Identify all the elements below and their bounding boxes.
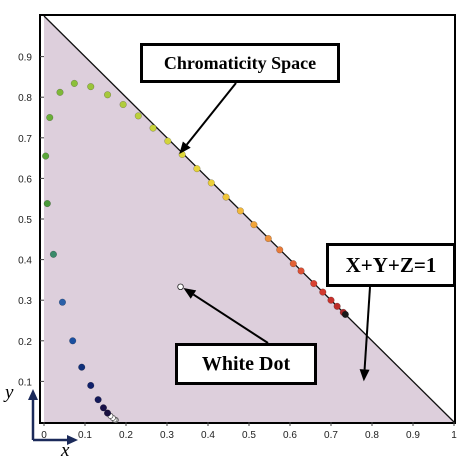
x-tick-label: 0.3 <box>160 430 174 441</box>
spectral-point <box>78 363 86 371</box>
annotation-arrows <box>179 82 371 382</box>
y-tick-label: 0.8 <box>18 93 32 104</box>
x-tick: 0.1 <box>78 422 92 441</box>
spectral-point <box>46 113 54 122</box>
x-tick-label: 0.2 <box>119 430 133 441</box>
y-tick-label: 0.2 <box>18 337 32 348</box>
x-tick: 0.8 <box>365 422 379 441</box>
axis-arrows <box>28 389 78 445</box>
spectral-point <box>70 79 78 87</box>
annotation-arrow <box>183 288 269 344</box>
spectral-point <box>222 193 230 201</box>
axis-ticks: 0 0.1 0.2 0.3 0.4 0.5 0.6 0.7 0.8 0.9 1 0.1 0.2 0.3 0.… <box>18 53 457 441</box>
spectral-point <box>327 296 335 304</box>
spectral-point <box>49 250 57 258</box>
annotation-arrow <box>359 286 371 382</box>
x-tick: 0.3 <box>160 422 174 441</box>
x-tick: 0.5 <box>242 422 256 441</box>
spectral-point <box>134 112 142 120</box>
spectral-point <box>69 337 77 345</box>
white-point <box>177 283 184 291</box>
x-tick-label: 0.1 <box>78 430 92 441</box>
spectral-point <box>289 260 297 268</box>
spectral-point <box>56 88 64 96</box>
y-tick-label: 0.4 <box>18 256 32 267</box>
spectral-point <box>264 234 272 243</box>
x-tick: 0 <box>41 422 47 441</box>
x-tick: 0.9 <box>406 422 420 441</box>
x-tick: 1 <box>451 422 457 441</box>
spectral-locus-points <box>42 79 349 423</box>
y-tick-label: 0.1 <box>18 377 32 388</box>
y-axis-label: y <box>5 382 14 403</box>
y-tick-label: 0.6 <box>18 174 32 185</box>
y-tick-label: 0.9 <box>18 53 32 64</box>
spectral-point <box>104 409 112 417</box>
x-tick-label: 0 <box>41 430 47 441</box>
y-tick-label: 0.5 <box>18 215 32 226</box>
x-tick: 0.6 <box>283 422 297 441</box>
x-tick-label: 0.5 <box>242 430 256 441</box>
spectral-point <box>43 200 51 208</box>
spectral-point <box>104 91 112 99</box>
spectral-point <box>207 179 215 187</box>
spectral-point <box>236 207 244 215</box>
white-dot-label: White Dot <box>175 343 317 385</box>
y-tick: 0.5 <box>18 215 44 226</box>
spectral-point <box>58 298 67 306</box>
y-tick: 0.4 <box>18 256 44 267</box>
boundary-line <box>43 15 455 423</box>
xyz-sum-label: X+Y+Z=1 <box>326 243 456 287</box>
spectral-point <box>99 404 107 412</box>
y-tick: 0.6 <box>18 174 44 185</box>
x-tick-label: 0.8 <box>365 430 379 441</box>
spectral-point <box>310 280 318 288</box>
y-tick-label: 0.7 <box>18 134 32 145</box>
spectral-point <box>87 83 95 91</box>
spectral-point <box>119 100 127 109</box>
y-tick: 0.8 <box>18 93 44 104</box>
spectral-point <box>42 152 50 160</box>
x-axis-label: x <box>61 440 70 461</box>
spectral-point <box>333 302 341 310</box>
spectral-point <box>87 381 95 390</box>
x-tick: 0.2 <box>119 422 133 441</box>
y-tick: 0.2 <box>18 337 44 348</box>
x-tick-label: 0.9 <box>406 430 420 441</box>
spectral-point <box>94 396 102 404</box>
y-tick: 0.7 <box>18 134 44 145</box>
x-tick-label: 1 <box>451 430 457 441</box>
chromaticity-space-label: Chromaticity Space <box>140 43 340 83</box>
spectral-point <box>149 124 157 132</box>
x-tick-label: 0.4 <box>201 430 215 441</box>
spectral-point <box>250 221 258 229</box>
spectral-point <box>297 267 305 275</box>
y-tick-label: 0.3 <box>18 296 32 307</box>
y-tick: 0.3 <box>18 296 44 307</box>
white-dot <box>177 283 184 291</box>
spectral-point <box>193 165 201 173</box>
x-tick: 0.7 <box>324 422 338 441</box>
spectral-point <box>164 137 172 145</box>
x-tick-label: 0.6 <box>283 430 297 441</box>
x-tick: 0.4 <box>201 422 215 441</box>
spectral-point <box>341 310 349 318</box>
x-tick-label: 0.7 <box>324 430 338 441</box>
spectral-point <box>276 246 284 254</box>
y-tick: 0.9 <box>18 53 44 64</box>
y-tick: 0.1 <box>18 377 44 388</box>
annotation-arrow <box>179 82 237 155</box>
spectral-point <box>319 288 327 296</box>
